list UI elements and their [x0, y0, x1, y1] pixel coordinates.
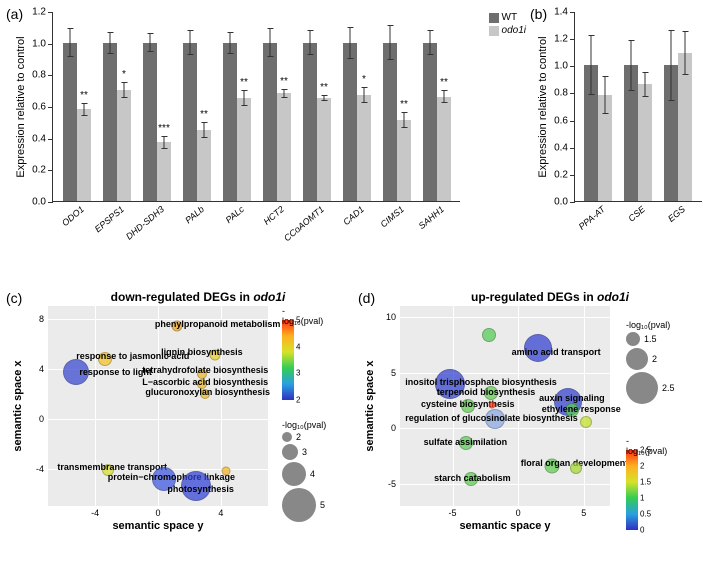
bars-b: PPA-ATCSEEGS	[578, 11, 700, 201]
bar	[303, 43, 317, 201]
title-d: up-regulated DEGs in odo1i	[400, 290, 700, 304]
bar: ***	[157, 142, 171, 201]
bar	[223, 43, 237, 201]
axes-a: Expression relative to control **ODO1*EP…	[52, 12, 460, 202]
label-b: (b)	[530, 6, 547, 22]
bubble	[570, 462, 582, 474]
bar: **	[237, 98, 251, 201]
bar	[423, 43, 437, 201]
bar: **	[197, 130, 211, 201]
swatch-wt	[489, 13, 499, 23]
bar: **	[397, 120, 411, 201]
legend-a: WT odo1i	[489, 12, 526, 38]
bar: **	[77, 109, 91, 201]
bars-a: **ODO1*EPSPS1***DHD-SDH3**PALb**PALc**HC…	[57, 11, 457, 201]
bubble	[482, 328, 496, 342]
bar	[103, 43, 117, 201]
bar: **	[277, 93, 291, 201]
panel-b: Expression relative to control PPA-ATCSE…	[574, 12, 702, 262]
bubble	[221, 467, 230, 476]
legend-wt: WT	[502, 12, 518, 23]
bar	[678, 53, 692, 201]
panel-a: Expression relative to control **ODO1*EP…	[52, 12, 460, 262]
bar: *	[117, 90, 131, 201]
ylab-c: semantic space x	[12, 360, 24, 451]
bar: **	[437, 97, 451, 202]
scatter-c: semantic space x -404-4048response to li…	[48, 306, 268, 506]
axes-b: Expression relative to control PPA-ATCSE…	[574, 12, 702, 202]
bar: *	[357, 95, 371, 201]
bar	[263, 43, 277, 201]
ytitle-b: Expression relative to control	[537, 36, 549, 177]
ytitle-a: Expression relative to control	[15, 36, 27, 177]
bar	[63, 43, 77, 201]
bar	[183, 43, 197, 201]
scatter-d: semantic space x -505-50510amino acid tr…	[400, 306, 610, 506]
bubble	[488, 401, 495, 408]
bar	[584, 65, 598, 201]
title-c: down-regulated DEGs in odo1i	[48, 290, 348, 304]
label-d: (d)	[358, 290, 375, 306]
bubble	[580, 416, 592, 428]
bar	[664, 65, 678, 201]
legend-odo: odo1i	[502, 25, 526, 36]
bar	[624, 65, 638, 201]
swatch-odo	[489, 26, 499, 36]
bar	[598, 95, 612, 201]
ylab-d: semantic space x	[364, 360, 376, 451]
bar	[343, 43, 357, 201]
label-a: (a)	[6, 6, 23, 22]
label-c: (c)	[6, 290, 22, 306]
xlab-c: semantic space y	[48, 520, 268, 532]
bar	[638, 84, 652, 201]
bar: **	[317, 98, 331, 201]
bar	[383, 43, 397, 201]
xlab-d: semantic space y	[400, 520, 610, 532]
bar	[143, 43, 157, 201]
